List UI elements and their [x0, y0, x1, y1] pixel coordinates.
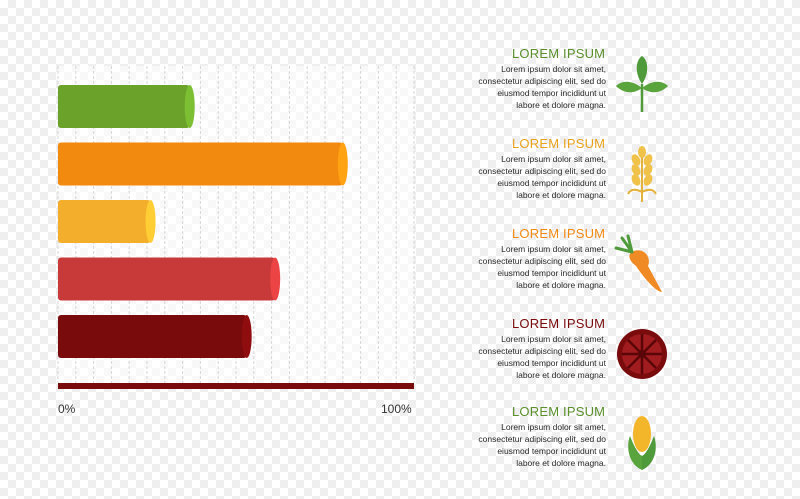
- legend-item: LOREM IPSUM Lorem ipsum dolor sit amet, …: [478, 316, 678, 396]
- legend-item-line: consectetur adipiscing elit, sed do: [478, 256, 606, 266]
- legend-item-line: labore et dolore magna.: [516, 458, 606, 468]
- legend-item-text: Lorem ipsum dolor sit amet, consectetur …: [466, 243, 606, 291]
- legend-item-line: Lorem ipsum dolor sit amet,: [501, 244, 606, 254]
- legend-item-text: Lorem ipsum dolor sit amet, consectetur …: [466, 421, 606, 469]
- legend-item-line: eiusmod tempor incididunt ut: [497, 358, 606, 368]
- bar-chart: [57, 66, 415, 389]
- bar-end-cap: [337, 142, 348, 186]
- legend-item-line: consectetur adipiscing elit, sed do: [478, 434, 606, 444]
- bar-end-cap: [241, 315, 252, 358]
- bar-end-cap: [184, 85, 195, 128]
- bar: [58, 257, 281, 301]
- legend-item-line: labore et dolore magna.: [516, 280, 606, 290]
- x-axis-baseline: [58, 383, 414, 389]
- corn-icon: [628, 416, 656, 470]
- bar-body: [58, 315, 247, 358]
- tomato-slice-icon: [617, 329, 667, 379]
- legend-item-text: Lorem ipsum dolor sit amet, consectetur …: [466, 153, 606, 201]
- bar: [58, 315, 252, 358]
- bar-body: [58, 85, 190, 128]
- legend-item-line: Lorem ipsum dolor sit amet,: [501, 334, 606, 344]
- legend-item-line: eiusmod tempor incididunt ut: [497, 178, 606, 188]
- legend-item: LOREM IPSUM Lorem ipsum dolor sit amet, …: [478, 226, 678, 306]
- x-axis-min-label: 0%: [58, 402, 76, 416]
- legend-item-line: Lorem ipsum dolor sit amet,: [501, 64, 606, 74]
- legend-item-line: eiusmod tempor incididunt ut: [497, 446, 606, 456]
- legend-item: LOREM IPSUM Lorem ipsum dolor sit amet, …: [478, 46, 678, 126]
- bars: [58, 85, 348, 358]
- bar: [58, 142, 348, 186]
- bar-body: [58, 257, 276, 301]
- bar-end-cap: [270, 257, 281, 301]
- bar: [58, 200, 156, 243]
- legend-item-line: Lorem ipsum dolor sit amet,: [501, 422, 606, 432]
- bar-end-cap: [145, 200, 156, 243]
- legend-item-title: LOREM IPSUM: [512, 226, 606, 241]
- bar: [58, 85, 195, 128]
- legend-item-line: Lorem ipsum dolor sit amet,: [501, 154, 606, 164]
- legend-item-line: labore et dolore magna.: [516, 190, 606, 200]
- legend-item-title: LOREM IPSUM: [512, 46, 606, 61]
- legend-item-line: eiusmod tempor incididunt ut: [497, 88, 606, 98]
- legend-item-line: consectetur adipiscing elit, sed do: [478, 166, 606, 176]
- legend-item-line: consectetur adipiscing elit, sed do: [478, 346, 606, 356]
- legend-item-line: eiusmod tempor incididunt ut: [497, 268, 606, 278]
- legend-item-text: Lorem ipsum dolor sit amet, consectetur …: [466, 333, 606, 381]
- carrot-icon: [614, 234, 662, 292]
- bar-body: [58, 142, 343, 186]
- legend-item: LOREM IPSUM Lorem ipsum dolor sit amet, …: [478, 404, 678, 484]
- legend-item-title: LOREM IPSUM: [512, 316, 606, 331]
- legend-item-title: LOREM IPSUM: [512, 136, 606, 151]
- x-axis-max-label: 100%: [381, 402, 412, 416]
- legend-item-line: consectetur adipiscing elit, sed do: [478, 76, 606, 86]
- wheat-icon: [627, 146, 657, 202]
- legend-item: LOREM IPSUM Lorem ipsum dolor sit amet, …: [478, 136, 678, 216]
- legend-item-text: Lorem ipsum dolor sit amet, consectetur …: [466, 63, 606, 111]
- sprout-icon: [616, 56, 668, 112]
- bar-body: [58, 200, 151, 243]
- legend-item-line: labore et dolore magna.: [516, 100, 606, 110]
- legend-item-title: LOREM IPSUM: [512, 404, 606, 419]
- legend-item-line: labore et dolore magna.: [516, 370, 606, 380]
